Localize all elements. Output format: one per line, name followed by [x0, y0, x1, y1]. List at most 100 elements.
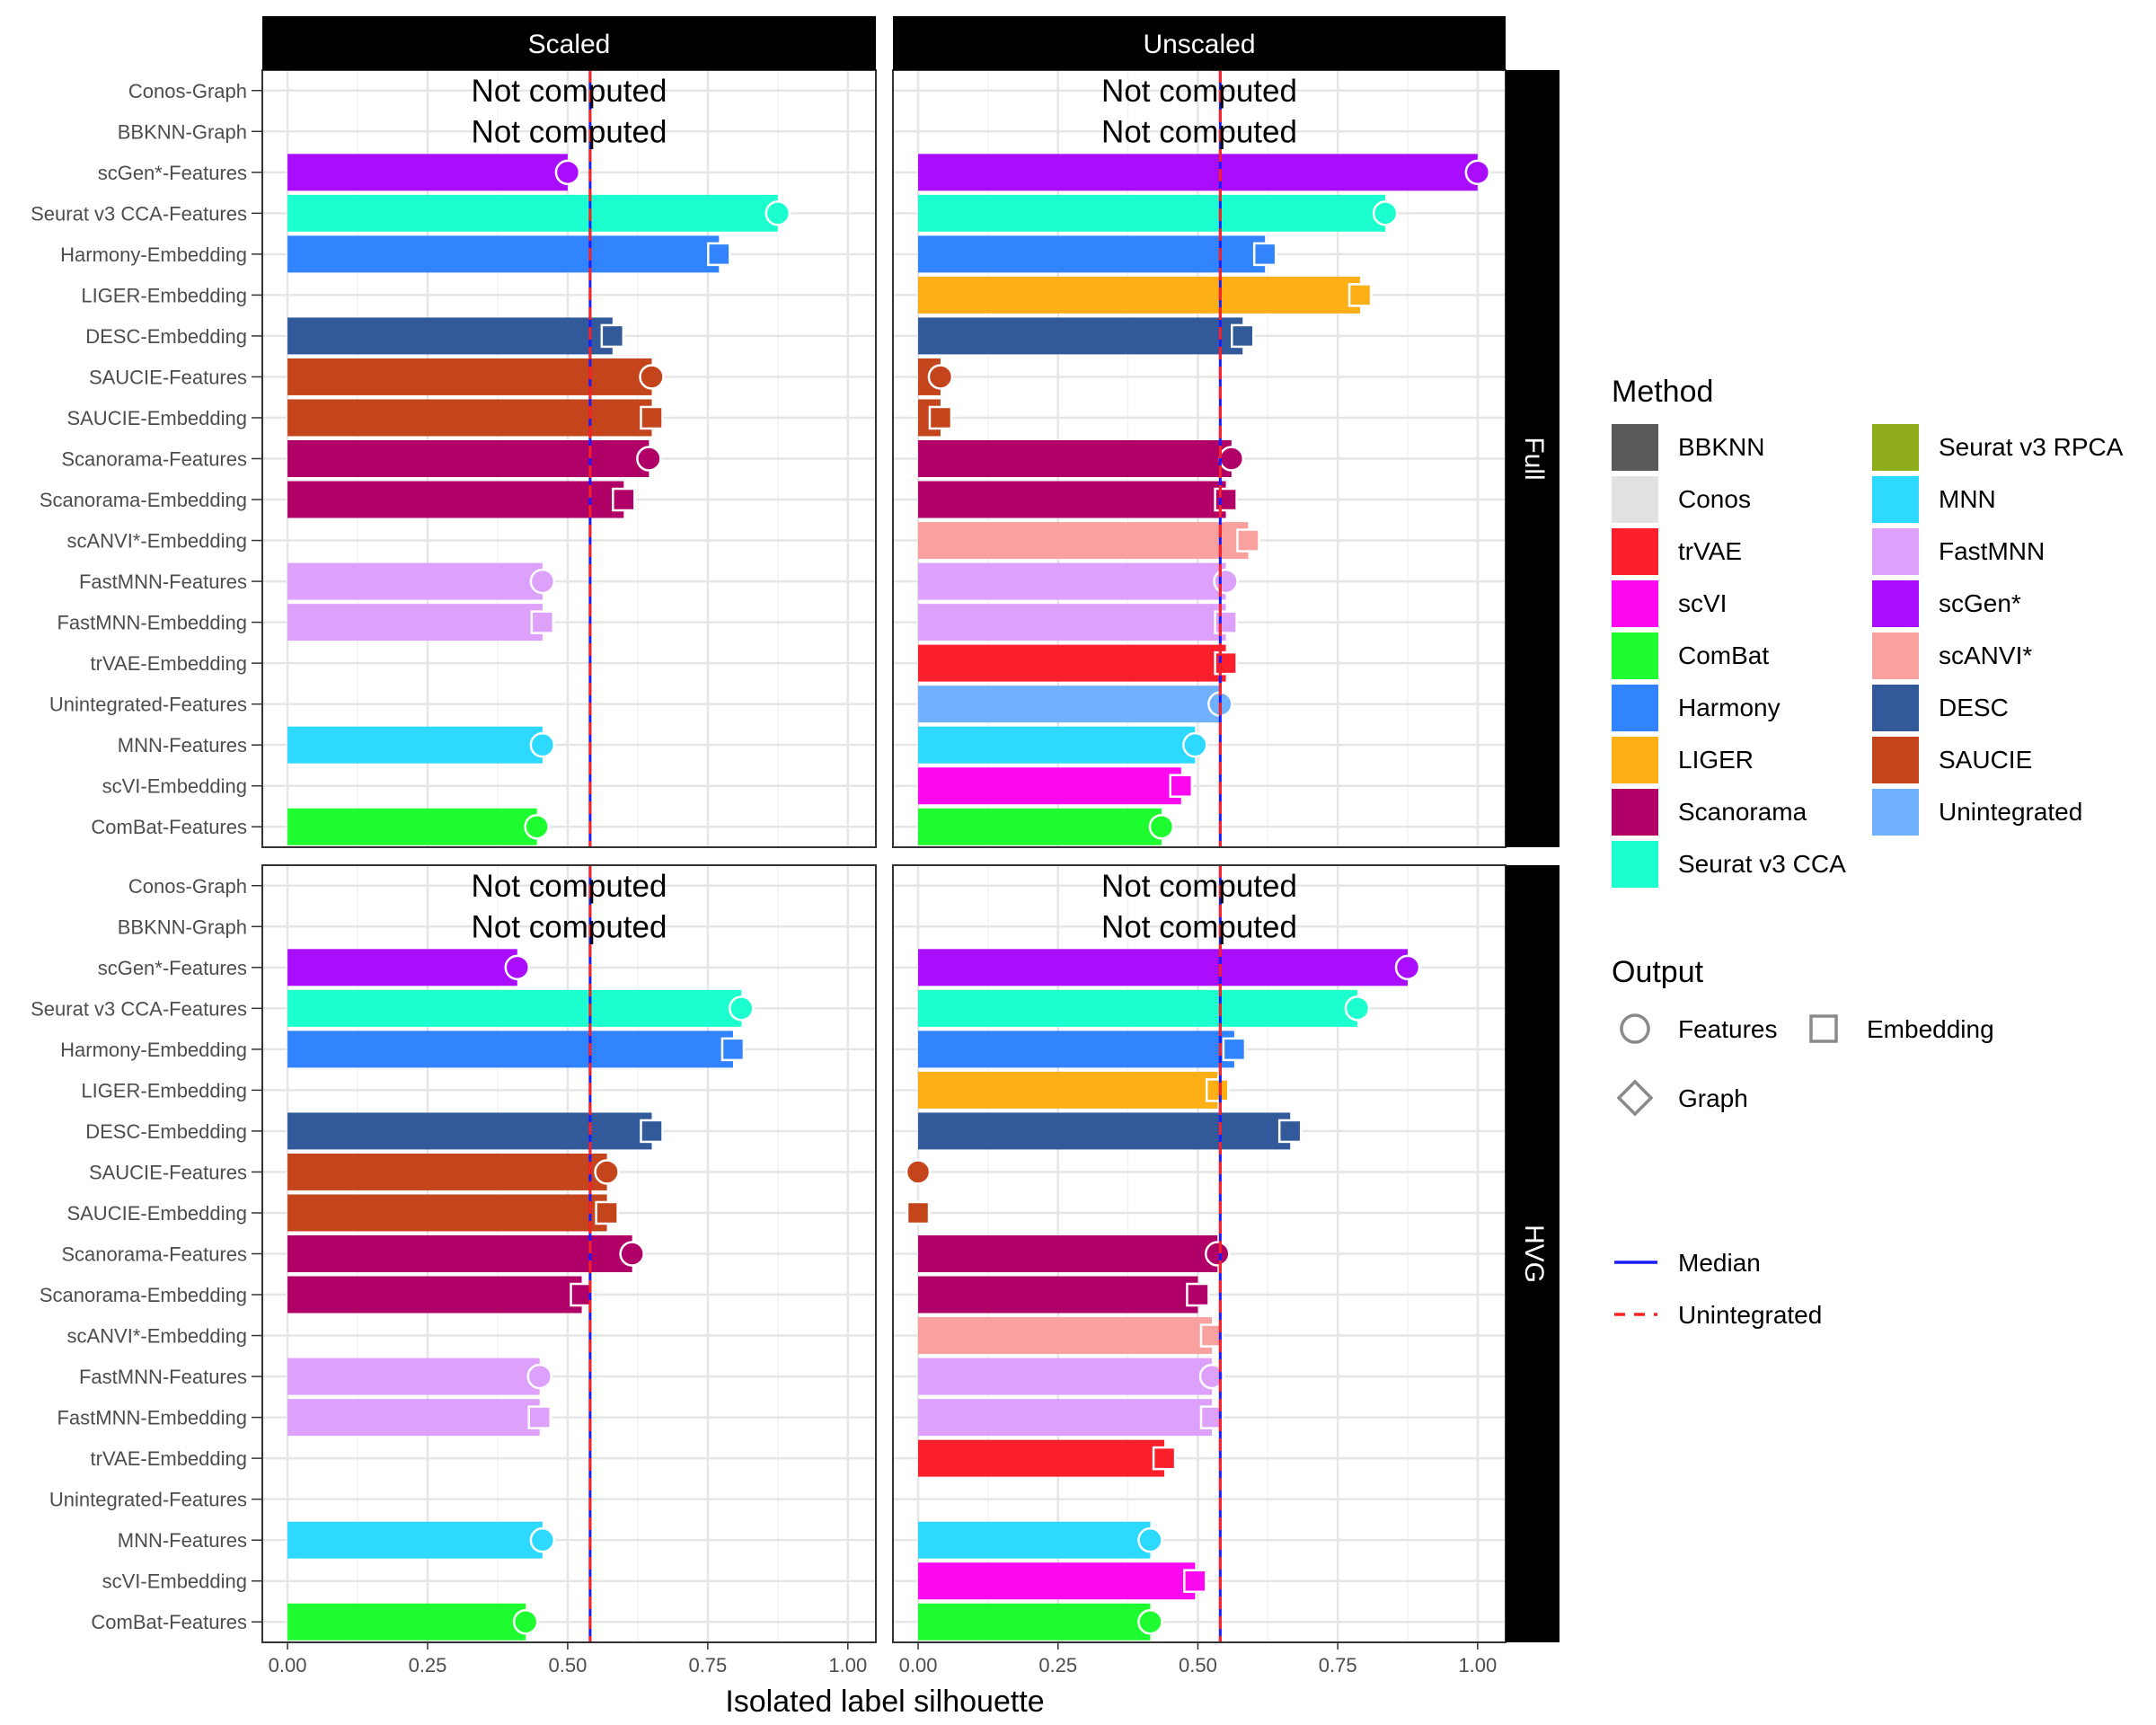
bar	[287, 358, 652, 395]
panel-unscaled-hvg: Not computed Not computed	[892, 864, 1507, 1643]
y-axis-label: FastMNN-Embedding	[57, 1407, 247, 1429]
legend-label: Seurat v3 RPCA	[1939, 433, 2124, 461]
panel-scaled-full: Not computed Not computed	[261, 69, 877, 848]
legend-swatch	[1612, 737, 1658, 783]
y-axis-label: SAUCIE-Features	[89, 366, 247, 388]
point-features	[1204, 1241, 1231, 1267]
point-embedding	[1222, 1037, 1247, 1062]
point-embedding	[1236, 528, 1260, 553]
point-embedding	[707, 242, 731, 267]
legend-label: Scanorama	[1678, 798, 1807, 826]
y-axis-label: Scanorama-Features	[61, 448, 247, 471]
y-axis-label: Conos-Graph	[128, 80, 247, 102]
point-features	[594, 1159, 620, 1185]
point-features	[764, 200, 791, 226]
legend-label: Seurat v3 CCA	[1678, 850, 1846, 878]
y-axis-label: scANVI*-Embedding	[66, 1325, 247, 1348]
bar	[287, 562, 543, 600]
point-embedding	[612, 487, 636, 512]
point-embedding	[527, 1405, 552, 1429]
y-axis-label: FastMNN-Features	[79, 1366, 247, 1388]
point-features	[1137, 1526, 1163, 1553]
x-axis-tick-label: 0.75	[688, 1654, 727, 1676]
bar	[918, 440, 1232, 477]
point-features	[619, 1241, 645, 1267]
legend-line-label: Median	[1678, 1249, 1761, 1277]
legend-swatch	[1872, 424, 1919, 471]
bar	[918, 808, 1162, 845]
legend-swatch	[1872, 737, 1919, 783]
y-axis-label: SAUCIE-Embedding	[66, 1202, 247, 1225]
y-axis-label: scANVI*-Embedding	[66, 530, 247, 553]
row-strip-hvg	[1506, 865, 1560, 1642]
bar	[918, 1521, 1151, 1559]
point-embedding	[640, 405, 664, 430]
bar	[918, 235, 1266, 273]
y-axis-label: ComBat-Features	[91, 816, 247, 838]
points	[927, 159, 1491, 840]
y-axis-label: scVI-Embedding	[102, 1570, 247, 1593]
legend-swatch	[1872, 476, 1919, 523]
point-embedding	[1231, 323, 1255, 349]
bar	[287, 726, 543, 764]
point-embedding	[1252, 242, 1277, 267]
bar	[918, 989, 1357, 1027]
bar	[918, 1603, 1151, 1641]
point-features	[639, 364, 665, 390]
y-axis-label: LIGER-Embedding	[81, 284, 247, 306]
bar	[918, 1358, 1213, 1395]
point-features	[512, 1608, 539, 1635]
x-axis-ticks: 0.00 0.25 0.50 0.75 1.00 0.00 0.25 0.50 0.75 1.00	[269, 1642, 1497, 1676]
bar	[918, 726, 1196, 764]
x-axis-tick-label: 0.50	[1179, 1654, 1217, 1676]
point-features	[1394, 954, 1421, 981]
point-features	[636, 446, 662, 472]
bars	[287, 949, 742, 1641]
y-axis-label: DESC-Embedding	[85, 325, 247, 348]
bar	[918, 1112, 1291, 1150]
point-embedding	[906, 1200, 931, 1225]
bar	[918, 686, 1221, 723]
point-embedding	[595, 1200, 619, 1225]
y-axis-label: SAUCIE-Features	[89, 1161, 247, 1183]
not-computed-label: Not computed	[1101, 869, 1297, 904]
bar	[287, 317, 613, 355]
panel-unscaled-full: Not computed Not computed	[892, 69, 1507, 848]
y-axis-label: Harmony-Embedding	[60, 1039, 247, 1061]
point-embedding	[1205, 1078, 1230, 1102]
bar	[918, 481, 1226, 518]
y-axis-label: Unintegrated-Features	[49, 694, 247, 716]
legend-output-label: Embedding	[1867, 1015, 1994, 1043]
point-features	[1464, 159, 1491, 186]
y-axis-label: Seurat v3 CCA-Features	[31, 202, 247, 225]
bar	[918, 1399, 1213, 1437]
bar	[918, 1439, 1165, 1477]
point-features	[1218, 446, 1245, 472]
not-computed-label: Not computed	[472, 909, 667, 944]
y-axis-label: FastMNN-Features	[79, 571, 247, 593]
point-embedding	[640, 1119, 664, 1144]
point-features	[529, 1526, 556, 1553]
legend-line-label: Unintegrated	[1678, 1301, 1822, 1329]
point-features	[1137, 1608, 1163, 1635]
points	[504, 954, 755, 1635]
x-axis-tick-label: 1.00	[828, 1654, 867, 1676]
point-features	[1372, 200, 1399, 226]
bar	[287, 399, 652, 437]
point-embedding	[1214, 487, 1238, 512]
legend-swatch	[1872, 789, 1919, 836]
legend-label: FastMNN	[1939, 537, 2045, 565]
legend-label: LIGER	[1678, 746, 1754, 774]
bar	[918, 1562, 1196, 1600]
point-embedding	[1183, 1569, 1207, 1593]
legend-output-label: Features	[1678, 1015, 1778, 1043]
point-embedding	[1169, 774, 1194, 798]
point-embedding	[928, 405, 953, 430]
legend-label: MNN	[1939, 485, 1996, 513]
legend-swatch	[1612, 580, 1658, 627]
legend-swatch	[1872, 632, 1919, 679]
y-axis-label: MNN-Features	[118, 734, 247, 756]
point-embedding	[1186, 1282, 1210, 1307]
point-features	[529, 731, 556, 758]
